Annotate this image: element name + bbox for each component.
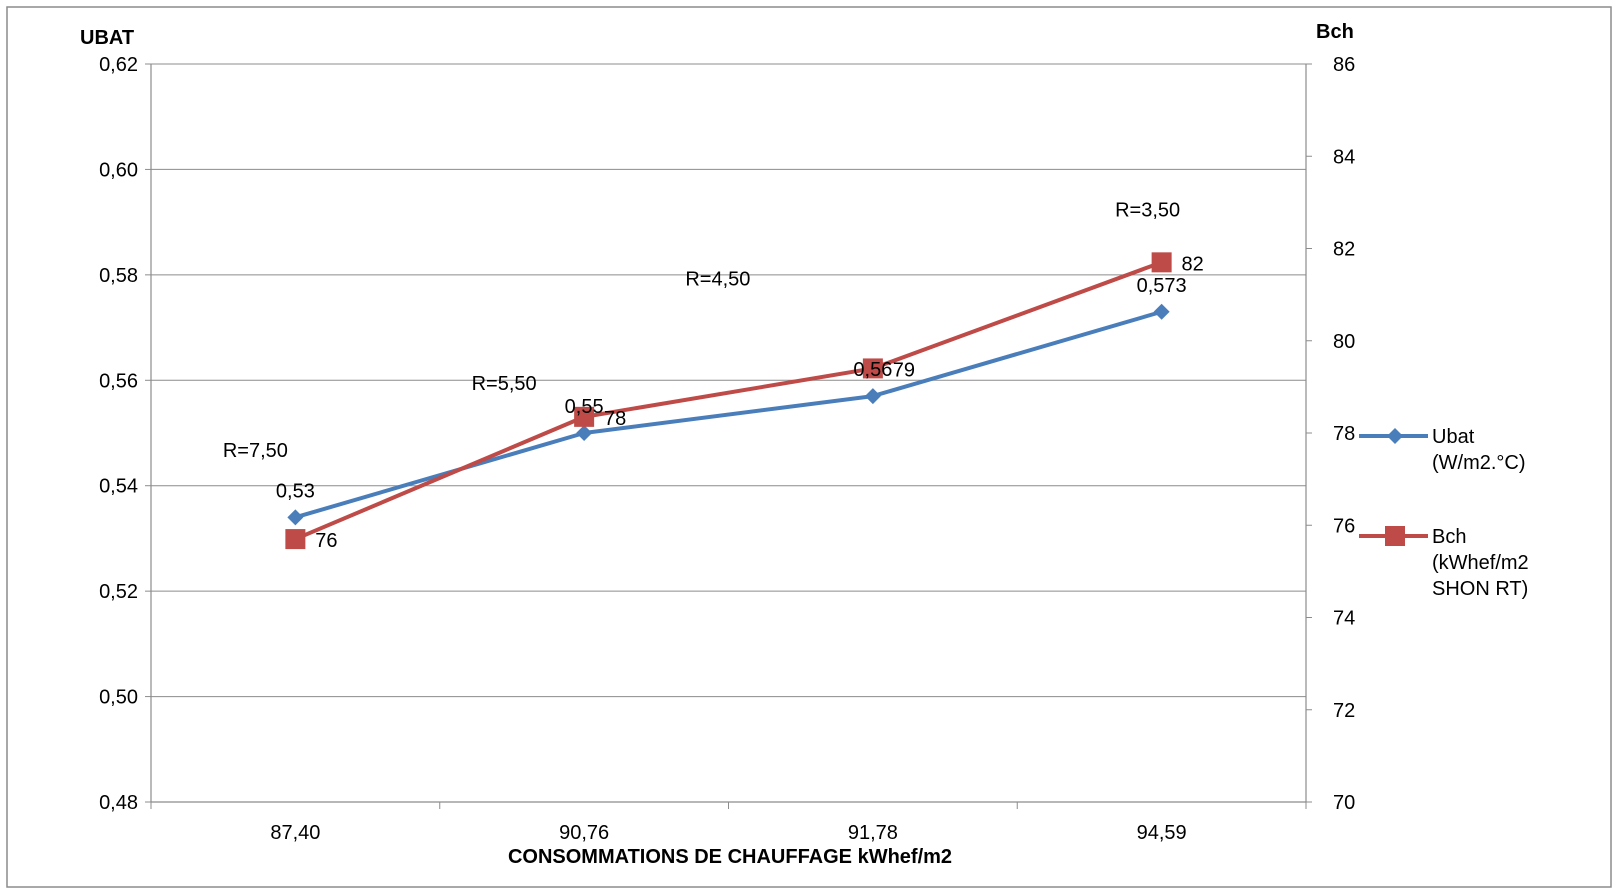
y-right-tick-label: 70	[1333, 792, 1355, 814]
legend-marker-square	[1385, 526, 1405, 546]
y-left-tick-label: 0,52	[99, 581, 138, 603]
data-label-ubat: 0,573	[1137, 275, 1187, 297]
series-line-2	[294, 260, 1163, 541]
y-right-tick-label: 74	[1333, 608, 1355, 630]
legend: Ubat (W/m2.°C) Bch (kWhef/m2 SHON RT)	[1359, 426, 1529, 600]
data-label-bch: 76	[315, 530, 337, 552]
data-point-square	[285, 529, 306, 550]
legend-label: Ubat	[1432, 426, 1475, 448]
annotation-r-value: R=4,50	[685, 268, 750, 290]
x-axis-title: CONSOMMATIONS DE CHAUFFAGE kWhef/m2	[508, 846, 952, 868]
y-right-tick-label: 76	[1333, 515, 1355, 537]
data-point-square	[862, 358, 883, 379]
x-tick-label: 94,59	[1137, 822, 1187, 844]
y-left-tick-label: 0,58	[99, 265, 138, 287]
y-left-tick-label: 0,48	[99, 792, 138, 814]
data-point-square	[1151, 252, 1172, 273]
y-axis-right-title: Bch	[1316, 21, 1354, 43]
data-point-square	[574, 406, 595, 427]
y-right-tick-label: 82	[1333, 239, 1355, 261]
chart-border	[6, 6, 1612, 888]
y-left-tick-label: 0,56	[99, 370, 138, 392]
data-label-ubat: 0,55	[565, 396, 604, 418]
x-tick-label: 90,76	[559, 822, 609, 844]
y-axis-left-title: UBAT	[80, 27, 134, 49]
y-left-tick-label: 0,54	[99, 476, 138, 498]
data-label-ubat: 0,53	[276, 480, 315, 502]
y-right-tick-label: 80	[1333, 331, 1355, 353]
annotation-r-value: R=3,50	[1115, 199, 1180, 221]
legend-label: (kWhef/m2	[1432, 552, 1529, 574]
data-point-diamond	[576, 425, 593, 441]
data-point-diamond	[1153, 303, 1170, 320]
data-label-bch: 78	[604, 408, 626, 430]
series-line-1	[294, 309, 1163, 520]
y-left-tick-label: 0,62	[99, 54, 138, 76]
data-label-ubat: 0,56	[853, 359, 892, 381]
axes: UBAT Bch CONSOMMATIONS DE CHAUFFAGE kWhe…	[80, 21, 1355, 868]
y-right-tick-label: 78	[1333, 423, 1355, 445]
y-right-tick-label: 84	[1333, 146, 1355, 168]
annotation-r-value: R=5,50	[472, 373, 537, 395]
data-label-bch: 79	[893, 359, 915, 381]
y-right-tick-label: 86	[1333, 54, 1355, 76]
x-tick-label: 87,40	[270, 822, 320, 844]
data-labels-layer: 0,53 0,55 0,56 0,573 76 78 79 82 R=7,50 R=5,50 R=4…	[223, 199, 1204, 552]
y-left-tick-label: 0,50	[99, 687, 138, 709]
data-point-diamond	[864, 388, 881, 405]
x-tick-label: 91,78	[848, 822, 898, 844]
y-right-tick-label: 72	[1333, 700, 1355, 722]
data-point-diamond	[287, 509, 304, 526]
annotation-r-value: R=7,50	[223, 440, 288, 462]
data-label-bch: 82	[1182, 253, 1204, 275]
legend-label: Bch	[1432, 526, 1466, 548]
y-left-tick-label: 0,60	[99, 159, 138, 181]
series-layer	[285, 252, 1172, 550]
legend-label: SHON RT)	[1432, 578, 1528, 600]
legend-marker-diamond	[1387, 428, 1403, 444]
legend-label: (W/m2.°C)	[1432, 452, 1526, 474]
